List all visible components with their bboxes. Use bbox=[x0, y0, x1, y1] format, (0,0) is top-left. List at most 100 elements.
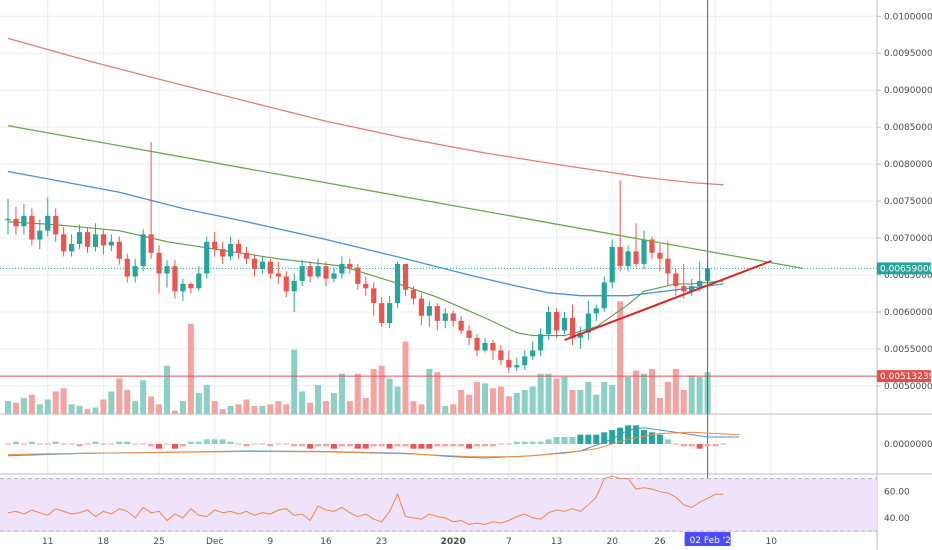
candle-body[interactable] bbox=[617, 246, 623, 267]
candle-body[interactable] bbox=[331, 273, 337, 279]
candle-body[interactable] bbox=[251, 258, 258, 270]
candle-body[interactable] bbox=[275, 273, 281, 277]
macd-histogram-bar bbox=[219, 439, 226, 444]
candle-body[interactable] bbox=[442, 313, 448, 321]
candle-body[interactable] bbox=[172, 266, 178, 292]
candle-body[interactable] bbox=[426, 306, 432, 316]
candle-body[interactable] bbox=[490, 343, 496, 351]
candle-body[interactable] bbox=[235, 243, 242, 253]
candle-body[interactable] bbox=[530, 350, 536, 357]
candle-body[interactable] bbox=[458, 320, 464, 331]
candle-body[interactable] bbox=[37, 230, 43, 240]
candle-body[interactable] bbox=[641, 239, 647, 264]
candle-body[interactable] bbox=[5, 218, 11, 221]
candle-body[interactable] bbox=[29, 215, 35, 240]
candle-body[interactable] bbox=[283, 276, 289, 292]
candle-body[interactable] bbox=[466, 330, 472, 338]
candle-body[interactable] bbox=[681, 286, 687, 292]
candle-body[interactable] bbox=[450, 313, 456, 321]
candle-body[interactable] bbox=[315, 266, 321, 277]
candle-body[interactable] bbox=[482, 343, 488, 351]
candle-body[interactable] bbox=[108, 241, 114, 246]
candle-body[interactable] bbox=[212, 241, 218, 250]
candle-layer[interactable] bbox=[5, 141, 711, 373]
volume-bar bbox=[52, 391, 59, 414]
candle-body[interactable] bbox=[196, 273, 202, 289]
candle-body[interactable] bbox=[609, 246, 615, 283]
candle-body[interactable] bbox=[84, 232, 91, 247]
candle-body[interactable] bbox=[355, 267, 361, 284]
candle-body[interactable] bbox=[418, 298, 424, 316]
candle-body[interactable] bbox=[188, 283, 194, 289]
candle-body[interactable] bbox=[92, 234, 99, 247]
candle-body[interactable] bbox=[665, 258, 671, 274]
candle-body[interactable] bbox=[633, 251, 639, 264]
candle-body[interactable] bbox=[657, 252, 663, 259]
candle-body[interactable] bbox=[593, 308, 599, 314]
candle-body[interactable] bbox=[180, 283, 186, 292]
candle-body[interactable] bbox=[585, 313, 591, 333]
candle-body[interactable] bbox=[474, 337, 480, 351]
candle-body[interactable] bbox=[148, 234, 154, 253]
candle-body[interactable] bbox=[124, 258, 130, 277]
candle-body[interactable] bbox=[561, 317, 568, 331]
candle-body[interactable] bbox=[689, 286, 695, 292]
candle-body[interactable] bbox=[625, 251, 631, 267]
candle-body[interactable] bbox=[13, 218, 19, 227]
candle-body[interactable] bbox=[514, 365, 520, 368]
candle-body[interactable] bbox=[204, 241, 210, 274]
candle-body[interactable] bbox=[649, 239, 655, 253]
candle-body[interactable] bbox=[228, 243, 234, 257]
candle-body[interactable] bbox=[132, 266, 138, 277]
candle-body[interactable] bbox=[45, 215, 51, 231]
candle-body[interactable] bbox=[220, 249, 226, 257]
candle-body[interactable] bbox=[577, 332, 583, 338]
candle-body[interactable] bbox=[522, 356, 528, 366]
candle-body[interactable] bbox=[299, 266, 305, 281]
candle-body[interactable] bbox=[243, 252, 250, 259]
candle-body[interactable] bbox=[61, 234, 67, 252]
candle-body[interactable] bbox=[697, 280, 703, 287]
candle-body[interactable] bbox=[546, 311, 552, 335]
candle-body[interactable] bbox=[69, 243, 75, 252]
candle-body[interactable] bbox=[402, 263, 409, 290]
candle-body[interactable] bbox=[116, 241, 122, 259]
macd-histogram-bar bbox=[315, 444, 322, 447]
candle-body[interactable] bbox=[156, 252, 162, 274]
candle-body[interactable] bbox=[323, 266, 329, 279]
candle-body[interactable] bbox=[434, 306, 440, 321]
candle-body[interactable] bbox=[53, 215, 59, 235]
candle-body[interactable] bbox=[363, 283, 369, 289]
candle-body[interactable] bbox=[506, 360, 512, 368]
candle-body[interactable] bbox=[307, 266, 313, 277]
candle-body[interactable] bbox=[387, 303, 393, 324]
candle-body[interactable] bbox=[410, 289, 417, 299]
candle-body[interactable] bbox=[538, 334, 544, 351]
candle-body[interactable] bbox=[100, 234, 106, 246]
descending-trendline bbox=[7, 125, 804, 270]
candle-body[interactable] bbox=[164, 266, 170, 274]
candle-body[interactable] bbox=[601, 282, 607, 309]
candle-body[interactable] bbox=[553, 311, 560, 331]
candle-body[interactable] bbox=[339, 263, 345, 274]
candle-body[interactable] bbox=[394, 263, 401, 304]
macd-histogram-bar bbox=[164, 443, 170, 445]
candle-body[interactable] bbox=[673, 273, 679, 287]
candle-body[interactable] bbox=[347, 263, 353, 268]
candle-body[interactable] bbox=[498, 350, 504, 361]
candle-body[interactable] bbox=[379, 303, 385, 324]
candle-body[interactable] bbox=[371, 288, 377, 304]
candle-body[interactable] bbox=[21, 215, 27, 227]
candle-body[interactable] bbox=[291, 280, 297, 292]
candle-body[interactable] bbox=[76, 232, 83, 244]
time-axis[interactable]: 111825Dec9162320207132026310 bbox=[42, 537, 777, 547]
candle-body[interactable] bbox=[569, 317, 576, 338]
candle-body[interactable] bbox=[267, 261, 273, 274]
candle-body[interactable] bbox=[259, 261, 265, 270]
candle-body[interactable] bbox=[140, 234, 146, 267]
volume-bar bbox=[521, 389, 528, 414]
